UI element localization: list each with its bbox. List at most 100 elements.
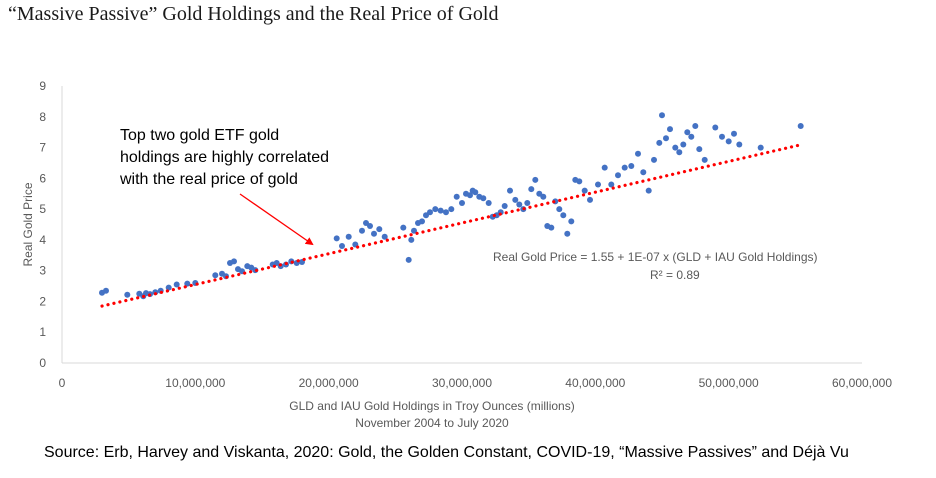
data-point xyxy=(576,178,583,185)
data-point xyxy=(419,218,425,225)
data-point xyxy=(564,230,571,237)
data-point xyxy=(725,138,732,145)
data-point xyxy=(601,164,608,171)
data-point xyxy=(676,149,683,156)
y-tick-label: 4 xyxy=(39,233,46,247)
x-tick-label: 40,000,000 xyxy=(565,376,625,390)
data-point xyxy=(663,135,669,142)
data-point xyxy=(405,256,412,263)
data-point xyxy=(645,187,652,194)
annotation-line: with the real price of gold xyxy=(119,171,298,188)
data-point xyxy=(701,156,708,163)
data-point xyxy=(540,193,547,200)
data-point xyxy=(560,212,567,219)
data-point xyxy=(376,226,383,233)
data-point xyxy=(524,200,531,206)
x-tick-label: 60,000,000 xyxy=(832,376,892,390)
data-point xyxy=(640,169,647,176)
data-point xyxy=(184,280,191,287)
source-note: Source: Erb, Harvey and Viskanta, 2020: … xyxy=(44,444,849,461)
data-point xyxy=(359,227,365,234)
y-tick-label: 9 xyxy=(39,79,46,93)
data-point xyxy=(411,227,417,234)
data-point xyxy=(124,291,131,298)
data-point xyxy=(581,187,588,194)
y-tick-label: 5 xyxy=(39,202,46,216)
y-tick-label: 2 xyxy=(39,294,46,308)
data-point xyxy=(459,200,465,206)
regression-equation: Real Gold Price = 1.55 + 1E-07 x (GLD + … xyxy=(493,250,818,264)
x-tick-label: 0 xyxy=(59,376,66,390)
tick-labels: 0 1 2 3 4 5 6 7 8 9 0 10,000,000 20,000,000 30,000,00… xyxy=(39,79,892,390)
data-point xyxy=(231,258,237,265)
data-point xyxy=(608,181,615,188)
data-point xyxy=(587,196,593,203)
data-point xyxy=(692,123,699,129)
data-point xyxy=(333,235,340,242)
data-point xyxy=(467,192,473,199)
data-point xyxy=(667,126,673,133)
x-tick-label: 30,000,000 xyxy=(432,376,492,390)
y-tick-label: 3 xyxy=(39,264,46,278)
data-point xyxy=(568,218,575,225)
data-point xyxy=(548,224,555,231)
trendline-path xyxy=(100,142,804,308)
data-point xyxy=(656,139,663,146)
annotation: Top two gold ETF gold holdings are highly… xyxy=(119,127,329,246)
data-point xyxy=(427,209,433,216)
data-point xyxy=(501,203,508,209)
annotation-line: holdings are highly correlated xyxy=(120,149,329,166)
x-axis-sublabel: November 2004 to July 2020 xyxy=(355,416,509,430)
y-tick-label: 6 xyxy=(39,171,46,185)
data-point xyxy=(453,193,460,200)
annotation-arrow xyxy=(239,193,314,246)
data-point xyxy=(651,156,657,163)
data-point xyxy=(448,206,455,213)
data-point xyxy=(635,150,641,157)
data-point xyxy=(757,144,764,151)
y-tick-label: 1 xyxy=(39,325,46,339)
data-point xyxy=(556,206,563,213)
data-point xyxy=(680,141,687,148)
r-squared-label: R² = 0.89 xyxy=(650,268,700,282)
data-point xyxy=(367,223,373,229)
data-point xyxy=(628,163,635,169)
y-tick-label: 8 xyxy=(39,110,46,124)
data-point xyxy=(659,112,665,119)
x-tick-label: 50,000,000 xyxy=(699,376,759,390)
data-point xyxy=(381,233,388,240)
data-point xyxy=(797,123,804,129)
data-point xyxy=(408,236,415,243)
data-point xyxy=(345,233,352,240)
data-point xyxy=(719,133,725,140)
y-axis-label: Real Gold Price xyxy=(21,182,35,266)
data-point xyxy=(212,272,219,279)
data-point xyxy=(173,281,180,288)
data-point xyxy=(615,172,621,179)
data-point xyxy=(507,187,513,194)
data-point xyxy=(532,176,539,183)
y-tick-label: 7 xyxy=(39,141,46,155)
data-point xyxy=(736,141,743,148)
data-point xyxy=(672,144,679,151)
data-point xyxy=(688,133,695,140)
x-axis-label: GLD and IAU Gold Holdings in Troy Ounces… xyxy=(289,399,574,413)
trendline xyxy=(100,142,804,308)
annotation-line: Top two gold ETF gold xyxy=(120,127,279,144)
data-point xyxy=(528,186,535,193)
data-point xyxy=(371,230,377,237)
scatter-chart: 0 1 2 3 4 5 6 7 8 9 0 10,000,000 20,000,000 30,000,00… xyxy=(21,79,892,430)
data-point xyxy=(472,189,479,196)
data-points xyxy=(99,112,804,300)
x-tick-label: 20,000,000 xyxy=(299,376,359,390)
data-point xyxy=(400,224,407,231)
data-point xyxy=(480,195,487,202)
data-point xyxy=(432,206,439,213)
data-point xyxy=(103,287,109,294)
data-point xyxy=(165,284,172,291)
chart-title: “Massive Passive” Gold Holdings and the … xyxy=(8,3,499,25)
data-point xyxy=(485,200,492,206)
data-point xyxy=(437,207,444,214)
data-point xyxy=(443,209,449,216)
data-point xyxy=(595,181,601,188)
